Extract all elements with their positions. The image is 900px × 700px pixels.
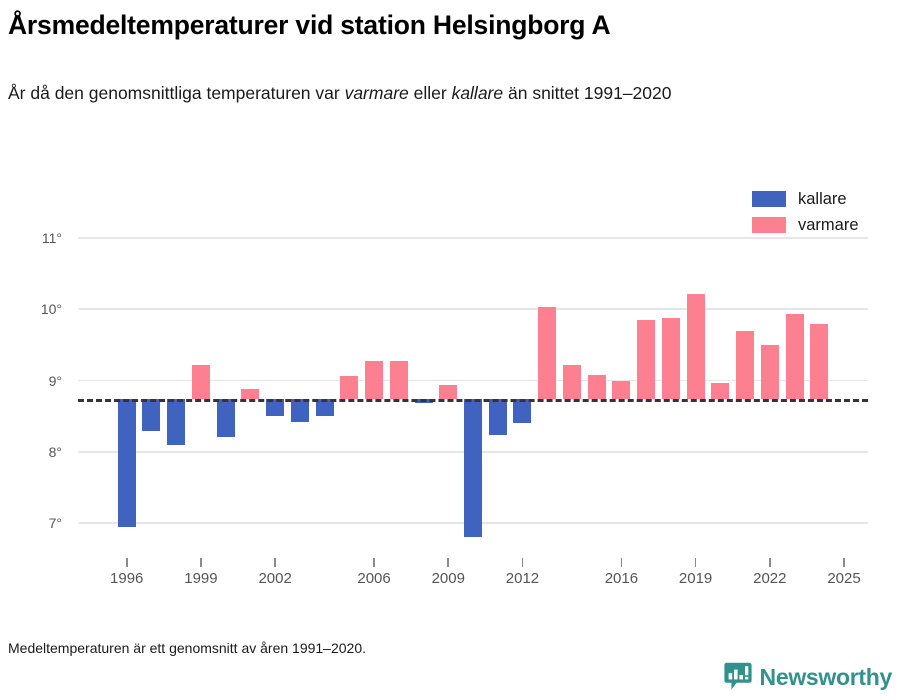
gridline-9: [78, 379, 868, 382]
bar-2009[interactable]: [439, 384, 458, 400]
chart-note: Medeltemperaturen är ett genomsnitt av å…: [8, 640, 367, 656]
gridline-10: [78, 308, 868, 311]
x-axis-label-2016: 2016: [604, 570, 639, 587]
y-axis-label-9: 9°: [48, 372, 62, 389]
bar-1997[interactable]: [142, 399, 161, 432]
x-axis-tick-2012: [521, 558, 524, 567]
bar-2014[interactable]: [562, 364, 581, 399]
bar-2018[interactable]: [661, 317, 680, 400]
bar-2003[interactable]: [290, 399, 309, 422]
bar-2015[interactable]: [587, 374, 606, 400]
bar-2016[interactable]: [612, 381, 631, 400]
y-axis-label-11: 11°: [41, 230, 62, 246]
page-title: Årsmedeltemperaturer vid station Helsing…: [8, 10, 611, 40]
bar-2010[interactable]: [464, 399, 482, 537]
newsworthy-logo[interactable]: Newsworthy: [723, 662, 893, 692]
legend-label-kallare: kallare: [798, 189, 847, 208]
bar-2021[interactable]: [736, 331, 755, 400]
bar-2004[interactable]: [315, 399, 334, 417]
x-axis-label-2012: 2012: [505, 570, 540, 587]
y-axis-label-10: 10°: [40, 301, 62, 318]
page-subtitle: År då den genomsnittliga temperaturen va…: [8, 80, 848, 107]
x-axis-tick-2002: [274, 558, 276, 567]
bar-2002[interactable]: [266, 399, 285, 417]
x-axis-label-1999: 1999: [184, 570, 218, 587]
bar-2005[interactable]: [340, 375, 359, 399]
y-axis-label-7: 7°: [48, 515, 62, 531]
subtitle-text-3: än snittet 1991–2020: [503, 83, 672, 103]
bar-2017[interactable]: [637, 319, 656, 400]
x-axis-label-2006: 2006: [357, 570, 391, 587]
subtitle-emphasis-kallare: kallare: [451, 83, 504, 103]
bar-2019[interactable]: [686, 293, 705, 399]
bar-2006[interactable]: [365, 361, 384, 399]
chart-legend: kallare varmare: [752, 186, 892, 238]
bar-2011[interactable]: [488, 399, 507, 435]
x-axis-label-2019: 2019: [678, 570, 713, 587]
y-axis-label-8: 8°: [48, 443, 62, 460]
bar-2023[interactable]: [785, 314, 804, 400]
x-axis-label-1996: 1996: [110, 570, 144, 587]
gridline-11: [78, 237, 868, 239]
subtitle-text-1: År då den genomsnittliga temperaturen va…: [8, 83, 345, 103]
x-axis-label-2025: 2025: [827, 570, 861, 587]
bar-2000[interactable]: [216, 399, 235, 438]
bar-2012[interactable]: [513, 399, 532, 423]
legend-swatch-kallare: [752, 191, 786, 207]
subtitle-text-2: eller: [408, 83, 452, 103]
x-axis-label-2009: 2009: [431, 570, 465, 587]
x-axis-label-2022: 2022: [753, 570, 787, 587]
legend-item-varmare[interactable]: varmare: [752, 212, 892, 238]
bar-2020[interactable]: [711, 383, 730, 400]
subtitle-emphasis-varmare: varmare: [344, 83, 409, 103]
x-axis-tick-2019: [694, 558, 697, 567]
legend-label-varmare: varmare: [798, 215, 859, 234]
bar-2007[interactable]: [389, 361, 408, 399]
x-axis-tick-2009: [447, 558, 450, 567]
bar-2001[interactable]: [241, 389, 260, 400]
x-axis-tick-1996: [125, 558, 128, 567]
bar-2024[interactable]: [810, 324, 829, 400]
x-axis-label-2002: 2002: [258, 570, 292, 587]
bar-1998[interactable]: [167, 399, 186, 445]
bar-1999[interactable]: [191, 364, 210, 399]
x-axis-tick-2016: [620, 558, 623, 567]
newsworthy-wordmark: Newsworthy: [759, 663, 893, 690]
bar-2022[interactable]: [760, 344, 779, 400]
bar-chart-speech-bubble-icon: [723, 662, 752, 692]
legend-swatch-varmare: [752, 217, 786, 233]
x-axis-tick-2006: [373, 558, 375, 567]
bar-2013[interactable]: [538, 307, 557, 400]
x-axis-tick-1999: [200, 558, 202, 567]
bar-1996[interactable]: [117, 399, 136, 527]
legend-item-kallare[interactable]: kallare: [752, 186, 892, 212]
x-axis-tick-2022: [769, 558, 771, 567]
x-axis-tick-2025: [843, 558, 845, 567]
average-baseline: [78, 399, 868, 403]
